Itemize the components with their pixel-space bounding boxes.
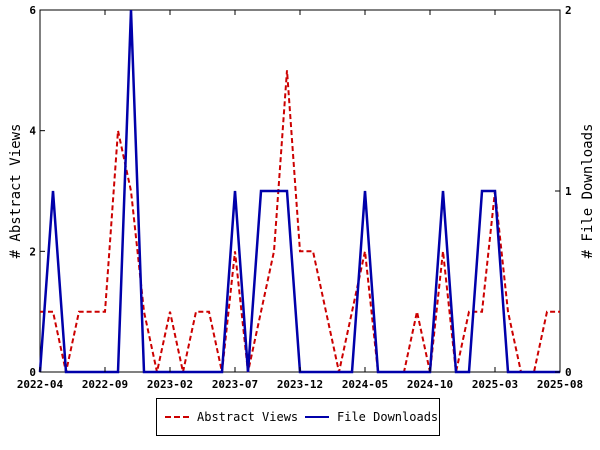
x-tick-label: 2022-04 <box>17 378 64 391</box>
legend-label-file-downloads: File Downloads <box>337 410 439 424</box>
x-tick-label: 2024-05 <box>342 378 388 391</box>
x-tick-label: 2022-09 <box>82 378 128 391</box>
legend-swatch-file-downloads <box>305 416 329 418</box>
y-axis-right-title: # File Downloads <box>580 124 596 259</box>
y-left-tick-label: 0 <box>29 366 36 379</box>
y-left-tick-label: 6 <box>29 4 36 17</box>
y-right-tick-label: 0 <box>565 366 572 379</box>
y-right-tick-label: 2 <box>565 4 572 17</box>
legend-item-abstract-views: Abstract Views <box>165 399 298 435</box>
x-tick-label: 2023-12 <box>277 378 323 391</box>
legend-swatch-abstract-views <box>165 416 189 418</box>
x-tick-label: 2023-02 <box>147 378 193 391</box>
y-axis-left-title: # Abstract Views <box>8 124 24 259</box>
x-tick-label: 2025-03 <box>472 378 518 391</box>
x-tick-label: 2024-10 <box>407 378 453 391</box>
x-tick-label: 2025-08 <box>537 378 583 391</box>
legend: Abstract Views File Downloads <box>156 398 440 436</box>
x-tick-label: 2023-07 <box>212 378 258 391</box>
legend-item-file-downloads: File Downloads <box>305 399 438 435</box>
y-right-tick-label: 1 <box>565 185 572 198</box>
y-left-tick-label: 2 <box>29 245 36 258</box>
y-left-tick-label: 4 <box>29 125 36 138</box>
legend-label-abstract-views: Abstract Views <box>197 410 299 424</box>
